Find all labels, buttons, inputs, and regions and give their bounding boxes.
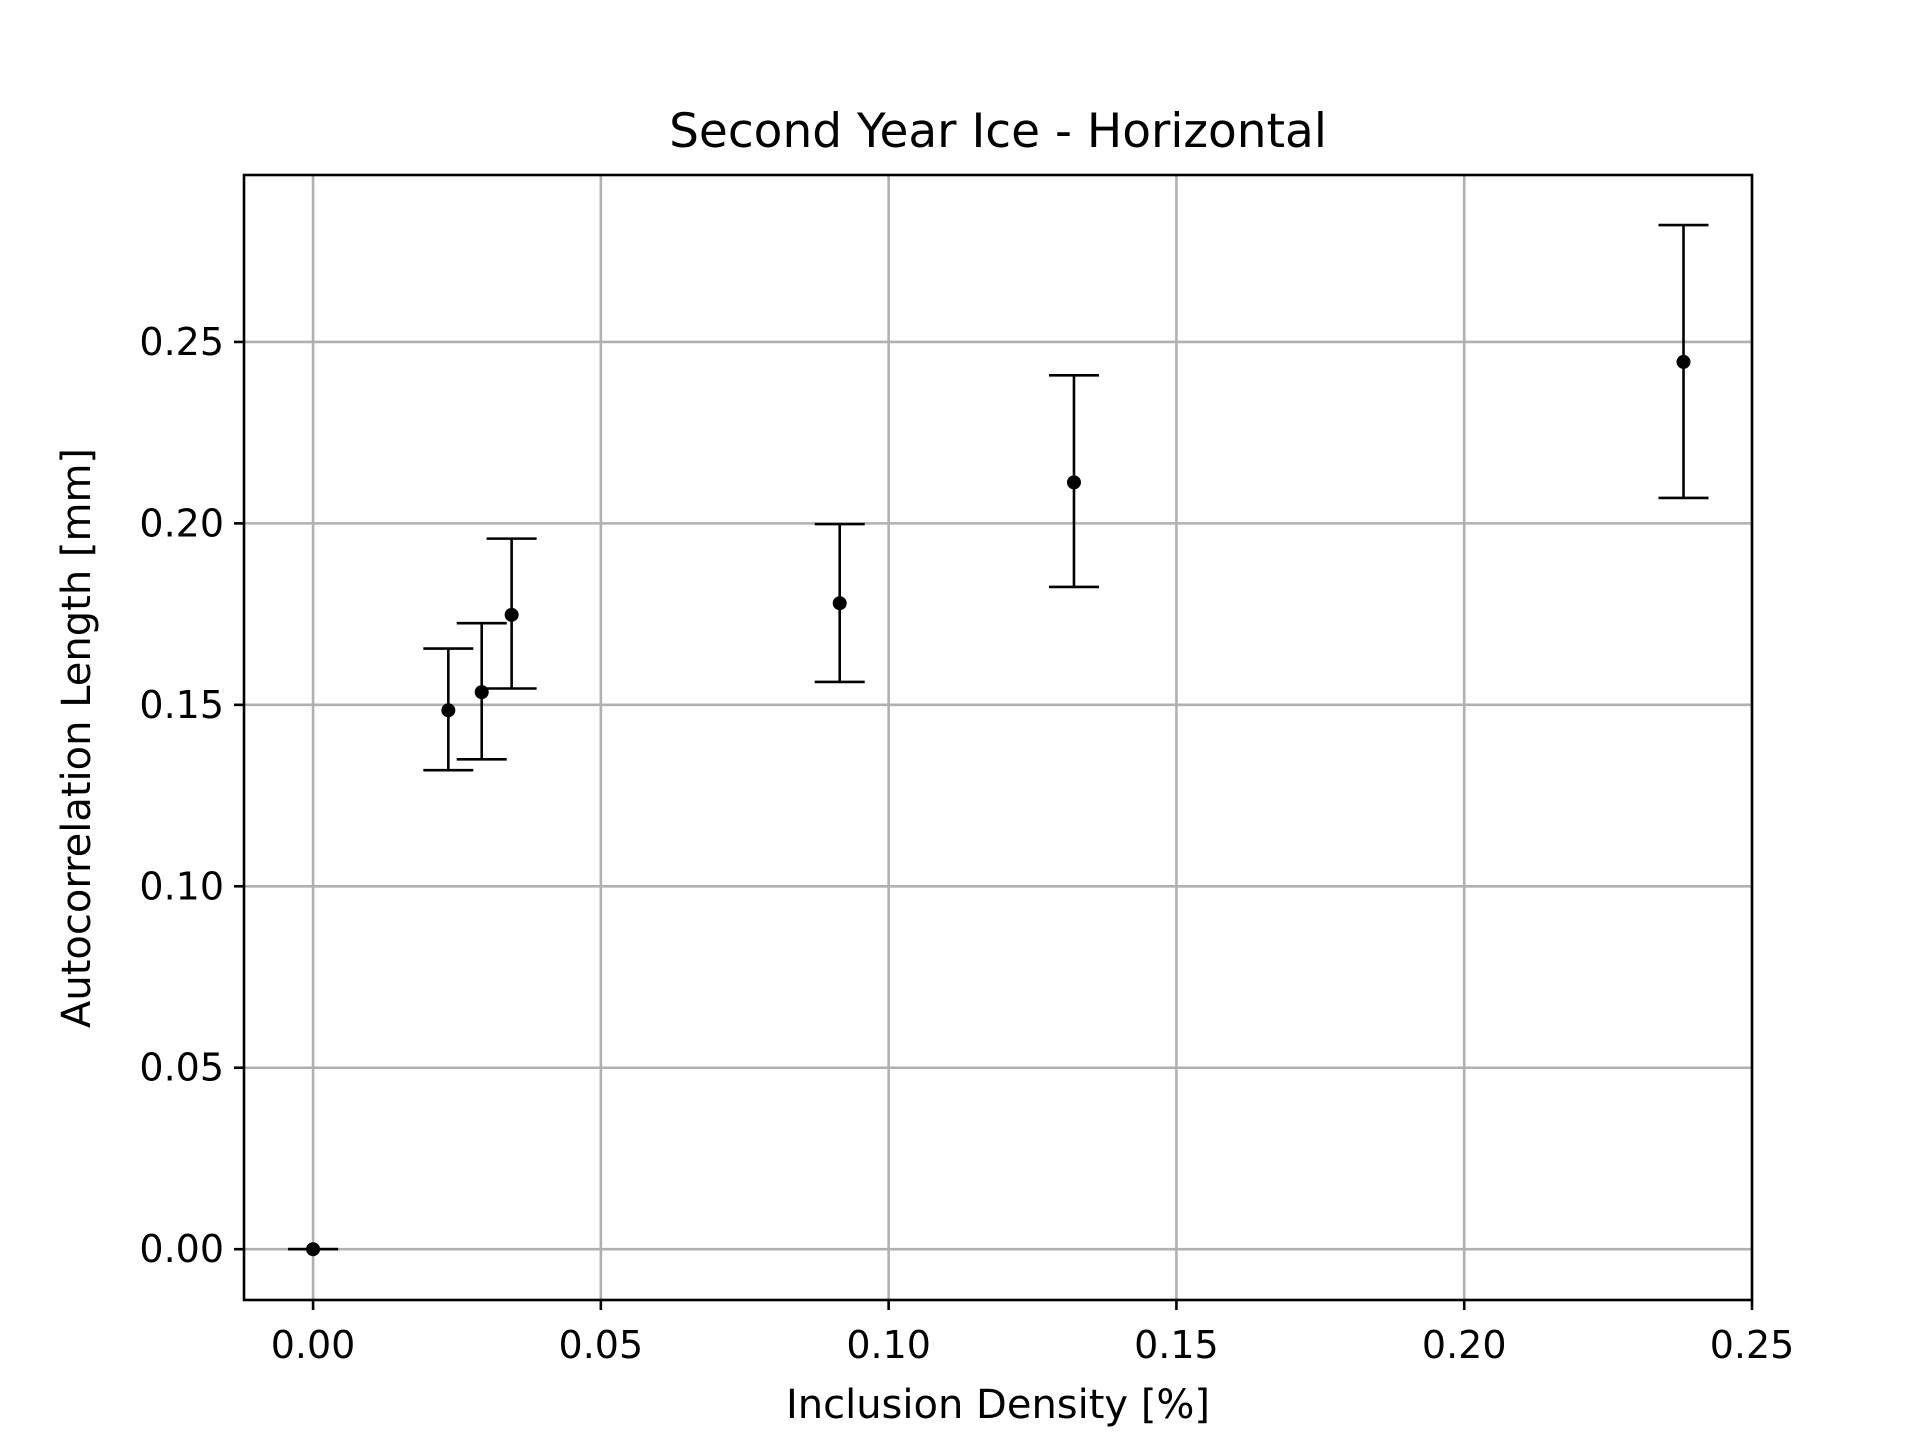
data-point bbox=[306, 1242, 321, 1257]
data-point-group bbox=[814, 522, 865, 684]
data-point-group bbox=[1048, 374, 1099, 589]
data-point bbox=[1676, 354, 1691, 369]
data-point bbox=[1066, 475, 1081, 490]
x-axis-label: Inclusion Density [%] bbox=[786, 1382, 1210, 1428]
x-tick-label: 0.20 bbox=[1422, 1323, 1507, 1367]
data-point bbox=[504, 607, 519, 622]
data-point bbox=[474, 685, 489, 700]
data-point-group bbox=[1658, 223, 1709, 500]
y-axis-label: Autocorrelation Length [mm] bbox=[54, 448, 100, 1028]
plot-frame bbox=[242, 173, 1754, 1302]
data-point-group bbox=[288, 1242, 339, 1257]
grid-lines bbox=[244, 175, 1754, 1300]
x-tick-label: 0.15 bbox=[1134, 1323, 1219, 1367]
x-tick-label: 0.25 bbox=[1710, 1323, 1795, 1367]
y-tick-label: 0.25 bbox=[139, 320, 224, 364]
y-tick-label: 0.15 bbox=[139, 683, 224, 727]
chart-title: Second Year Ice - Horizontal bbox=[669, 104, 1327, 159]
y-tick-label: 0.00 bbox=[139, 1227, 224, 1271]
data-point bbox=[832, 596, 847, 611]
x-tick-label: 0.10 bbox=[846, 1323, 931, 1367]
data-point-group bbox=[456, 621, 507, 761]
x-tick-label: 0.05 bbox=[559, 1323, 644, 1367]
y-tick-label: 0.20 bbox=[139, 501, 224, 545]
data-point bbox=[441, 703, 456, 718]
data-point-group bbox=[423, 647, 474, 772]
data-point-group bbox=[486, 537, 537, 690]
x-tick-label: 0.00 bbox=[271, 1323, 356, 1367]
axis-ticks: 0.00 0.05 0.10 0.15 0.20 0.25 0.00 0.05 0.10 0.15… bbox=[139, 320, 1794, 1367]
data-series bbox=[288, 223, 1709, 1257]
y-tick-label: 0.10 bbox=[139, 864, 224, 908]
y-tick-label: 0.05 bbox=[139, 1046, 224, 1090]
